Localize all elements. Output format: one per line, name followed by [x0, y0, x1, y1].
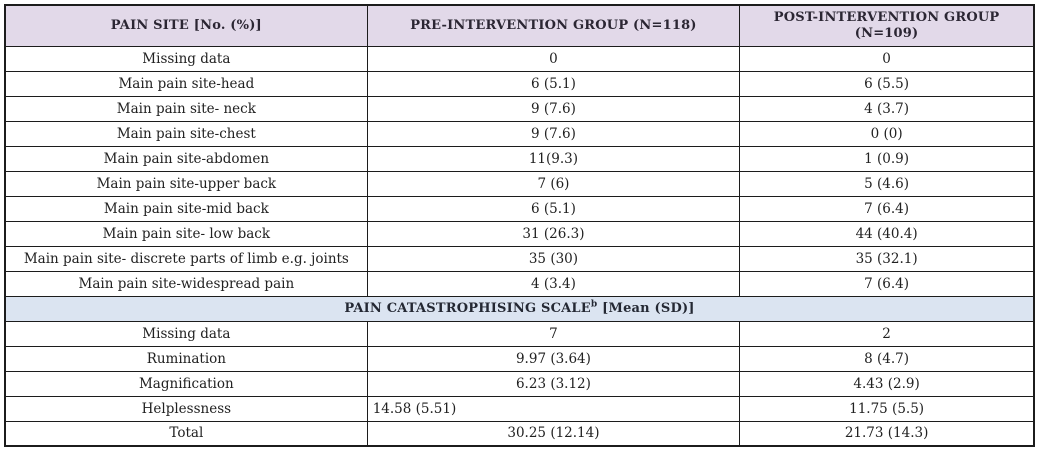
- pain-site-table: PAIN SITE [No. (%)] PRE-INTERVENTION GRO…: [4, 4, 1035, 447]
- post-header-line2: (N=109): [854, 25, 919, 41]
- post-value-cell: 0: [739, 45, 1035, 72]
- pain-site-label-cell: Main pain site-abdomen: [4, 145, 368, 172]
- post-value-cell: 21.73 (14.3): [739, 420, 1035, 447]
- post-value-cell: 6 (5.5): [739, 70, 1035, 97]
- pcs-label-cell: Magnification: [4, 370, 368, 397]
- pain-site-label-cell: Main pain site-mid back: [4, 195, 368, 222]
- pre-value-cell: 4 (3.4): [366, 270, 741, 297]
- pcs-section-band: PAIN CATASTROPHISING SCALEb [Mean (SD)]: [4, 295, 1035, 322]
- pain-site-label-cell: Main pain site- neck: [4, 95, 368, 122]
- pain-site-label-cell: Main pain site- low back: [4, 220, 368, 247]
- table-row: Total 30.25 (12.14) 21.73 (14.3): [4, 420, 1035, 447]
- column-header-post-intervention: POST-INTERVENTION GROUP (N=109): [739, 4, 1035, 47]
- pain-site-label-cell: Main pain site-upper back: [4, 170, 368, 197]
- table-row: Main pain site-chest 9 (7.6) 0 (0): [4, 120, 1035, 147]
- table-row: Main pain site-upper back 7 (6) 5 (4.6): [4, 170, 1035, 197]
- pcs-title-superscript: b: [590, 299, 598, 310]
- pain-site-label-cell: Main pain site- discrete parts of limb e…: [4, 245, 368, 272]
- table-row: Missing data 7 2: [4, 320, 1035, 347]
- table-row: Main pain site- low back 31 (26.3) 44 (4…: [4, 220, 1035, 247]
- table-row: Main pain site-widespread pain 4 (3.4) 7…: [4, 270, 1035, 297]
- post-value-cell: 5 (4.6): [739, 170, 1035, 197]
- post-value-cell: 35 (32.1): [739, 245, 1035, 272]
- pre-value-cell: 6 (5.1): [366, 70, 741, 97]
- table-header: PAIN SITE [No. (%)] PRE-INTERVENTION GRO…: [4, 4, 1035, 47]
- pre-value-cell: 0: [366, 45, 741, 72]
- column-header-pre-intervention: PRE-INTERVENTION GROUP (N=118): [366, 4, 741, 47]
- post-value-cell: 4 (3.7): [739, 95, 1035, 122]
- pain-site-label-cell: Main pain site-widespread pain: [4, 270, 368, 297]
- table-row: Missing data 0 0: [4, 45, 1035, 72]
- header-row: PAIN SITE [No. (%)] PRE-INTERVENTION GRO…: [4, 4, 1035, 47]
- pain-site-label-cell: Main pain site-chest: [4, 120, 368, 147]
- pcs-title-suffix: [Mean (SD)]: [602, 301, 695, 316]
- post-value-cell: 7 (6.4): [739, 195, 1035, 222]
- table-row: Main pain site-abdomen 11(9.3) 1 (0.9): [4, 145, 1035, 172]
- table-row: Helplessness 14.58 (5.51) 11.75 (5.5): [4, 395, 1035, 422]
- table-row: Main pain site- discrete parts of limb e…: [4, 245, 1035, 272]
- pre-value-cell: 31 (26.3): [366, 220, 741, 247]
- pre-value-cell: 9 (7.6): [366, 95, 741, 122]
- pcs-label-cell: Missing data: [4, 320, 368, 347]
- pcs-label-cell: Rumination: [4, 345, 368, 372]
- pain-site-section: Missing data 0 0 Main pain site-head 6 (…: [4, 45, 1035, 447]
- pre-value-cell: 6 (5.1): [366, 195, 741, 222]
- post-value-cell: 0 (0): [739, 120, 1035, 147]
- pcs-title-text: PAIN CATASTROPHISING SCALE: [344, 301, 591, 316]
- column-header-pain-site: PAIN SITE [No. (%)]: [4, 4, 368, 47]
- table-row: Magnification 6.23 (3.12) 4.43 (2.9): [4, 370, 1035, 397]
- pre-value-cell: 6.23 (3.12): [366, 370, 741, 397]
- pcs-label-cell: Total: [4, 420, 368, 447]
- pre-value-cell: 14.58 (5.51): [366, 395, 741, 422]
- pre-value-cell: 30.25 (12.14): [366, 420, 741, 447]
- table-row: Main pain site-head 6 (5.1) 6 (5.5): [4, 70, 1035, 97]
- pain-site-label-cell: Main pain site-head: [4, 70, 368, 97]
- pre-value-cell: 35 (30): [366, 245, 741, 272]
- pre-value-cell: 7: [366, 320, 741, 347]
- pre-value-cell: 9 (7.6): [366, 120, 741, 147]
- post-value-cell: 11.75 (5.5): [739, 395, 1035, 422]
- post-value-cell: 44 (40.4): [739, 220, 1035, 247]
- pain-site-label-cell: Missing data: [4, 45, 368, 72]
- pre-value-cell: 11(9.3): [366, 145, 741, 172]
- table-row: Main pain site-mid back 6 (5.1) 7 (6.4): [4, 195, 1035, 222]
- pre-value-cell: 9.97 (3.64): [366, 345, 741, 372]
- post-value-cell: 7 (6.4): [739, 270, 1035, 297]
- table-row: Main pain site- neck 9 (7.6) 4 (3.7): [4, 95, 1035, 122]
- post-value-cell: 1 (0.9): [739, 145, 1035, 172]
- post-value-cell: 2: [739, 320, 1035, 347]
- pcs-section-title: PAIN CATASTROPHISING SCALEb [Mean (SD)]: [4, 295, 1035, 322]
- post-value-cell: 4.43 (2.9): [739, 370, 1035, 397]
- table-row: Rumination 9.97 (3.64) 8 (4.7): [4, 345, 1035, 372]
- pre-value-cell: 7 (6): [366, 170, 741, 197]
- post-header-line1: POST-INTERVENTION GROUP: [773, 9, 1000, 25]
- post-value-cell: 8 (4.7): [739, 345, 1035, 372]
- pcs-label-cell: Helplessness: [4, 395, 368, 422]
